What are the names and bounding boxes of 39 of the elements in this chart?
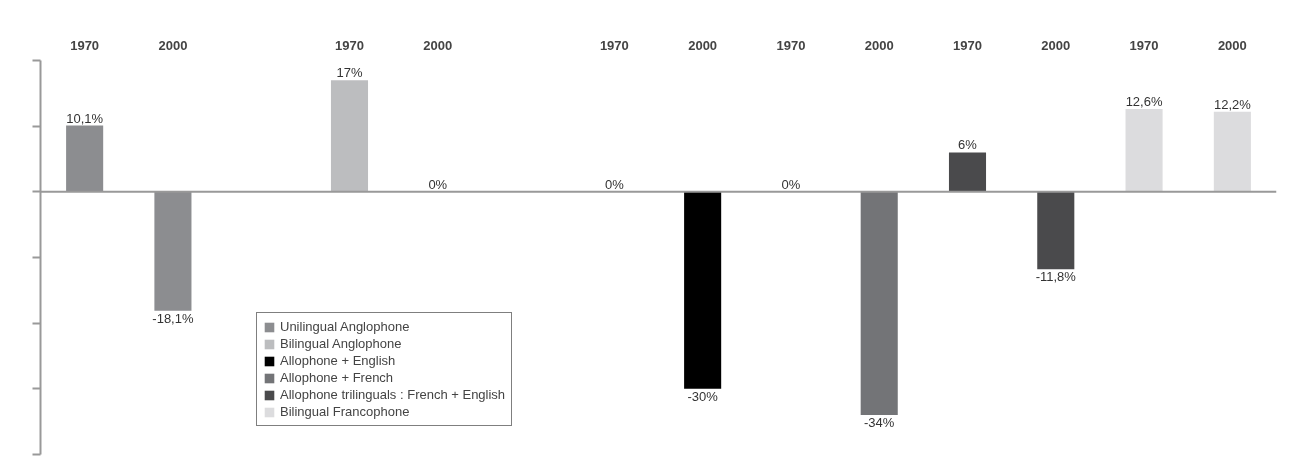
- data-label: 0%: [428, 176, 448, 192]
- x-tick-label: 1970: [1129, 37, 1159, 53]
- legend-label: Unilingual Anglophone: [280, 319, 410, 334]
- data-label: 12,2%: [1213, 96, 1252, 112]
- bar: [1213, 111, 1251, 192]
- data-label: -34%: [864, 415, 895, 431]
- bar: [684, 191, 722, 389]
- x-tick-label: 1970: [599, 37, 629, 53]
- bar: [330, 80, 369, 192]
- data-label: -30%: [687, 388, 719, 404]
- bar: [1037, 191, 1075, 270]
- data-label: -11,8%: [1035, 269, 1077, 285]
- x-tick-label: 1970: [70, 37, 100, 53]
- data-label: -18,1%: [152, 310, 194, 326]
- data-label: 0%: [604, 176, 625, 192]
- x-tick-label: 2000: [158, 37, 188, 53]
- x-tick-label: 2000: [423, 37, 453, 53]
- x-tick-label: 2000: [688, 37, 718, 53]
- legend-label: Allophone + English: [280, 353, 396, 368]
- legend-label: Allophone + French: [280, 370, 394, 385]
- legend-label: Bilingual Francophone: [280, 404, 410, 419]
- bar: [1125, 109, 1163, 192]
- x-tick-label: 1970: [335, 37, 364, 53]
- x-tick-label: 1970: [776, 37, 806, 53]
- legend-label: Allophone trilinguals : French + English: [280, 387, 506, 402]
- data-label: 10,1%: [66, 110, 104, 126]
- x-tick-label: 2000: [1041, 37, 1071, 53]
- bar: [948, 152, 987, 192]
- legend-label: Bilingual Anglophone: [280, 336, 402, 351]
- x-tick-label: 2000: [1217, 37, 1247, 53]
- data-label: 17%: [336, 65, 363, 81]
- data-label: 0%: [781, 176, 801, 192]
- x-tick-label: 2000: [864, 37, 894, 53]
- data-label: 6%: [958, 137, 978, 153]
- bar: [860, 191, 898, 416]
- bar: [154, 191, 192, 311]
- bar: [66, 125, 104, 192]
- data-label: 12,6%: [1125, 94, 1163, 110]
- x-tick-label: 1970: [953, 37, 982, 53]
